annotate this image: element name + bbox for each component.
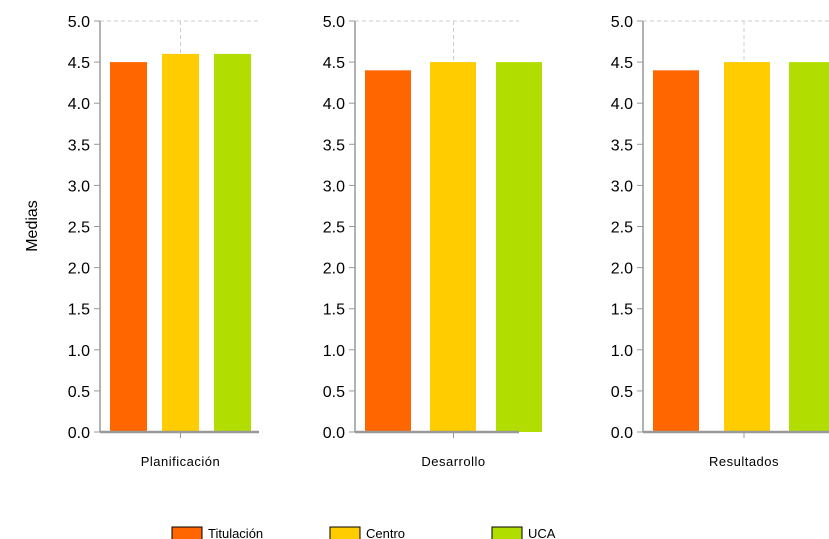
bar-planificación-uca <box>214 53 251 432</box>
y-tick-label: 3.5 <box>68 137 90 154</box>
panel-planificación: 0.0 0.5 1.0 1.5 2.0 2.5 3.0 3.5 4.0 4.5 5.0 Planifi… <box>68 14 259 469</box>
x-category-label: Desarrollo <box>421 454 485 469</box>
y-tick-label: 0.0 <box>611 425 633 442</box>
bar-resultados-centro <box>724 62 770 432</box>
y-tick-label: 5.0 <box>68 14 90 31</box>
y-tick-label: 1.0 <box>68 343 90 360</box>
bar-planificación-titulación <box>110 62 147 432</box>
y-tick-label: 1.5 <box>68 302 90 319</box>
y-tick-label: 5.0 <box>611 14 633 31</box>
bar-planificación-centro <box>162 53 199 432</box>
y-tick-label: 0.0 <box>323 425 345 442</box>
y-tick-label: 2.5 <box>611 220 633 237</box>
y-tick-label: 4.5 <box>611 55 633 72</box>
legend-label: UCA <box>528 526 556 539</box>
legend-item-titulación: Titulación <box>171 526 263 539</box>
legend-swatch <box>329 526 361 539</box>
y-tick-label: 4.0 <box>68 96 90 113</box>
y-tick-label: 2.5 <box>323 220 345 237</box>
y-tick-label: 1.0 <box>611 343 633 360</box>
y-tick-label: 1.5 <box>611 302 633 319</box>
y-tick-label: 4.0 <box>323 96 345 113</box>
bar-desarrollo-uca <box>496 62 542 432</box>
y-tick-label: 3.5 <box>323 137 345 154</box>
legend-swatch <box>171 526 203 539</box>
y-tick-label: 0.5 <box>323 384 345 401</box>
y-tick-label: 1.0 <box>323 343 345 360</box>
panel-desarrollo: 0.0 0.5 1.0 1.5 2.0 2.5 3.0 3.5 4.0 4.5 5.0 Desarro… <box>323 14 542 469</box>
y-tick-label: 3.5 <box>611 137 633 154</box>
y-tick-label: 2.5 <box>68 220 90 237</box>
chart-panels: 0.0 0.5 1.0 1.5 2.0 2.5 3.0 3.5 4.0 4.5 5.0 Planifi… <box>68 14 829 469</box>
y-tick-label: 2.0 <box>611 261 633 278</box>
y-tick-label: 4.0 <box>611 96 633 113</box>
y-tick-label: 4.5 <box>323 55 345 72</box>
y-tick-label: 0.5 <box>611 384 633 401</box>
y-tick-label: 5.0 <box>323 14 345 31</box>
x-category-label: Planificación <box>141 454 221 469</box>
y-axis-label: Medias <box>24 200 41 252</box>
panel-resultados: 0.0 0.5 1.0 1.5 2.0 2.5 3.0 3.5 4.0 4.5 5.0 Resulta… <box>611 14 829 469</box>
y-tick-label: 2.0 <box>68 261 90 278</box>
bar-resultados-uca <box>789 62 829 432</box>
bar-resultados-titulación <box>653 70 699 432</box>
y-tick-label: 1.5 <box>323 302 345 319</box>
legend-item-uca: UCA <box>491 526 556 539</box>
y-tick-label: 2.0 <box>323 261 345 278</box>
y-tick-label: 4.5 <box>68 55 90 72</box>
legend-swatch <box>491 526 523 539</box>
bar-desarrollo-titulación <box>365 70 411 432</box>
legend-label: Centro <box>366 526 405 539</box>
x-category-label: Resultados <box>709 454 779 469</box>
legend-item-centro: Centro <box>329 526 405 539</box>
y-tick-label: 0.5 <box>68 384 90 401</box>
bar-desarrollo-centro <box>430 62 476 432</box>
legend: Titulación Centro UCA <box>171 526 556 539</box>
y-tick-label: 0.0 <box>68 425 90 442</box>
y-tick-label: 3.0 <box>68 178 90 195</box>
y-tick-label: 3.0 <box>323 178 345 195</box>
legend-label: Titulación <box>208 526 263 539</box>
y-tick-label: 3.0 <box>611 178 633 195</box>
